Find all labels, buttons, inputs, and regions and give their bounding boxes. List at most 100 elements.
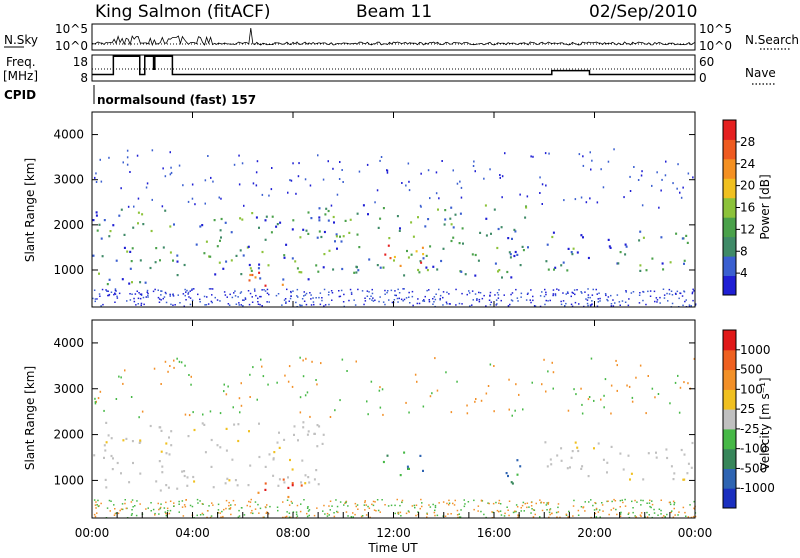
- scatter-cell: [176, 487, 179, 490]
- scatter-cell: [500, 514, 503, 516]
- scatter-cell: [600, 398, 602, 401]
- scatter-cell: [422, 469, 424, 472]
- scatter-cell: [655, 456, 658, 459]
- scatter-cell: [330, 290, 333, 292]
- scatter-cell: [524, 502, 526, 505]
- scatter-cell: [545, 293, 547, 296]
- scatter-cell: [95, 214, 98, 217]
- scatter-cell: [266, 301, 268, 303]
- scatter-cell: [429, 395, 432, 398]
- scatter-cell: [397, 301, 399, 303]
- scatter-cell: [649, 295, 652, 297]
- scatter-cell: [508, 514, 510, 517]
- scatter-cell: [367, 505, 369, 508]
- scatter-cell: [233, 163, 236, 166]
- scatter-cell: [607, 299, 609, 302]
- scatter-cell: [427, 218, 430, 221]
- scatter-cell: [99, 295, 101, 297]
- scatter-cell: [252, 366, 254, 369]
- scatter-cell: [545, 504, 548, 506]
- scatter-cell: [590, 304, 593, 306]
- scatter-cell: [108, 278, 111, 281]
- scatter-cell: [544, 303, 546, 306]
- scatter-cell: [428, 504, 430, 506]
- scatter-cell: [382, 413, 384, 416]
- scatter-cell: [416, 302, 419, 305]
- scatter-cell: [675, 232, 678, 235]
- scatter-cell: [574, 441, 577, 444]
- scatter-cell: [322, 510, 324, 512]
- scatter-cell: [126, 156, 129, 159]
- scatter-cell: [394, 504, 396, 507]
- scatter-cell: [456, 514, 459, 516]
- scatter-cell: [437, 208, 439, 211]
- scatter-cell: [188, 374, 190, 376]
- scatter-cell: [539, 499, 541, 501]
- scatter-cell: [114, 288, 117, 290]
- scatter-cell: [647, 452, 650, 455]
- scatter-cell: [426, 513, 428, 515]
- scatter-cell: [613, 498, 615, 501]
- scatter-cell: [93, 289, 96, 291]
- scatter-cell: [623, 196, 625, 199]
- scatter-cell: [539, 176, 541, 179]
- scatter-cell: [104, 478, 107, 481]
- scatter-cell: [492, 511, 494, 514]
- scatter-cell: [322, 178, 325, 181]
- scatter-cell: [610, 412, 612, 415]
- scatter-cell: [167, 510, 169, 512]
- scatter-cell: [464, 273, 467, 276]
- scatter-cell: [219, 239, 221, 242]
- scatter-cell: [339, 295, 342, 298]
- scatter-cell: [421, 502, 423, 504]
- scatter-cell: [227, 385, 229, 388]
- colorbar-cell: [723, 236, 736, 257]
- scatter-cell: [684, 300, 686, 303]
- scatter-cell: [489, 168, 491, 171]
- scatter-cell: [434, 357, 436, 360]
- power-scatter: [92, 148, 697, 308]
- scatter-cell: [491, 511, 493, 513]
- scatter-cell: [247, 245, 250, 248]
- x-tick-label: 20:00: [577, 526, 612, 540]
- scatter-cell: [350, 291, 353, 294]
- scatter-cell: [407, 510, 410, 512]
- scatter-cell: [485, 392, 488, 395]
- scatter-cell: [187, 293, 189, 295]
- scatter-cell: [214, 273, 217, 276]
- scatter-cell: [345, 511, 348, 513]
- scatter-cell: [520, 292, 523, 295]
- scatter-cell: [569, 466, 571, 469]
- scatter-cell: [296, 267, 299, 270]
- scatter-cell: [411, 505, 414, 507]
- scatter-cell: [551, 512, 553, 515]
- scatter-cell: [242, 305, 244, 307]
- scatter-cell: [510, 276, 513, 279]
- scatter-cell: [414, 506, 416, 509]
- scatter-cell: [616, 364, 618, 367]
- scatter-cell: [590, 168, 592, 171]
- scatter-cell: [610, 445, 613, 448]
- scatter-cell: [531, 508, 533, 510]
- colorbar-tick-label: 16: [740, 201, 755, 215]
- scatter-cell: [270, 188, 273, 191]
- scatter-cell: [546, 465, 549, 468]
- scatter-cell: [418, 302, 421, 305]
- scatter-cell: [468, 290, 470, 292]
- scatter-cell: [588, 501, 590, 503]
- scatter-cell: [121, 278, 124, 281]
- y-tick-label: 3000: [53, 382, 84, 396]
- scatter-cell: [476, 298, 478, 300]
- scatter-cell: [516, 297, 519, 299]
- scatter-cell: [94, 504, 97, 506]
- scatter-cell: [596, 201, 599, 204]
- scatter-cell: [442, 304, 444, 306]
- scatter-cell: [581, 292, 583, 294]
- colorbar-cell: [723, 256, 736, 276]
- scatter-cell: [252, 182, 255, 185]
- scatter-cell: [442, 296, 444, 299]
- scatter-cell: [377, 226, 380, 229]
- scatter-cell: [131, 499, 134, 501]
- scatter-cell: [142, 223, 145, 226]
- scatter-cell: [124, 499, 126, 501]
